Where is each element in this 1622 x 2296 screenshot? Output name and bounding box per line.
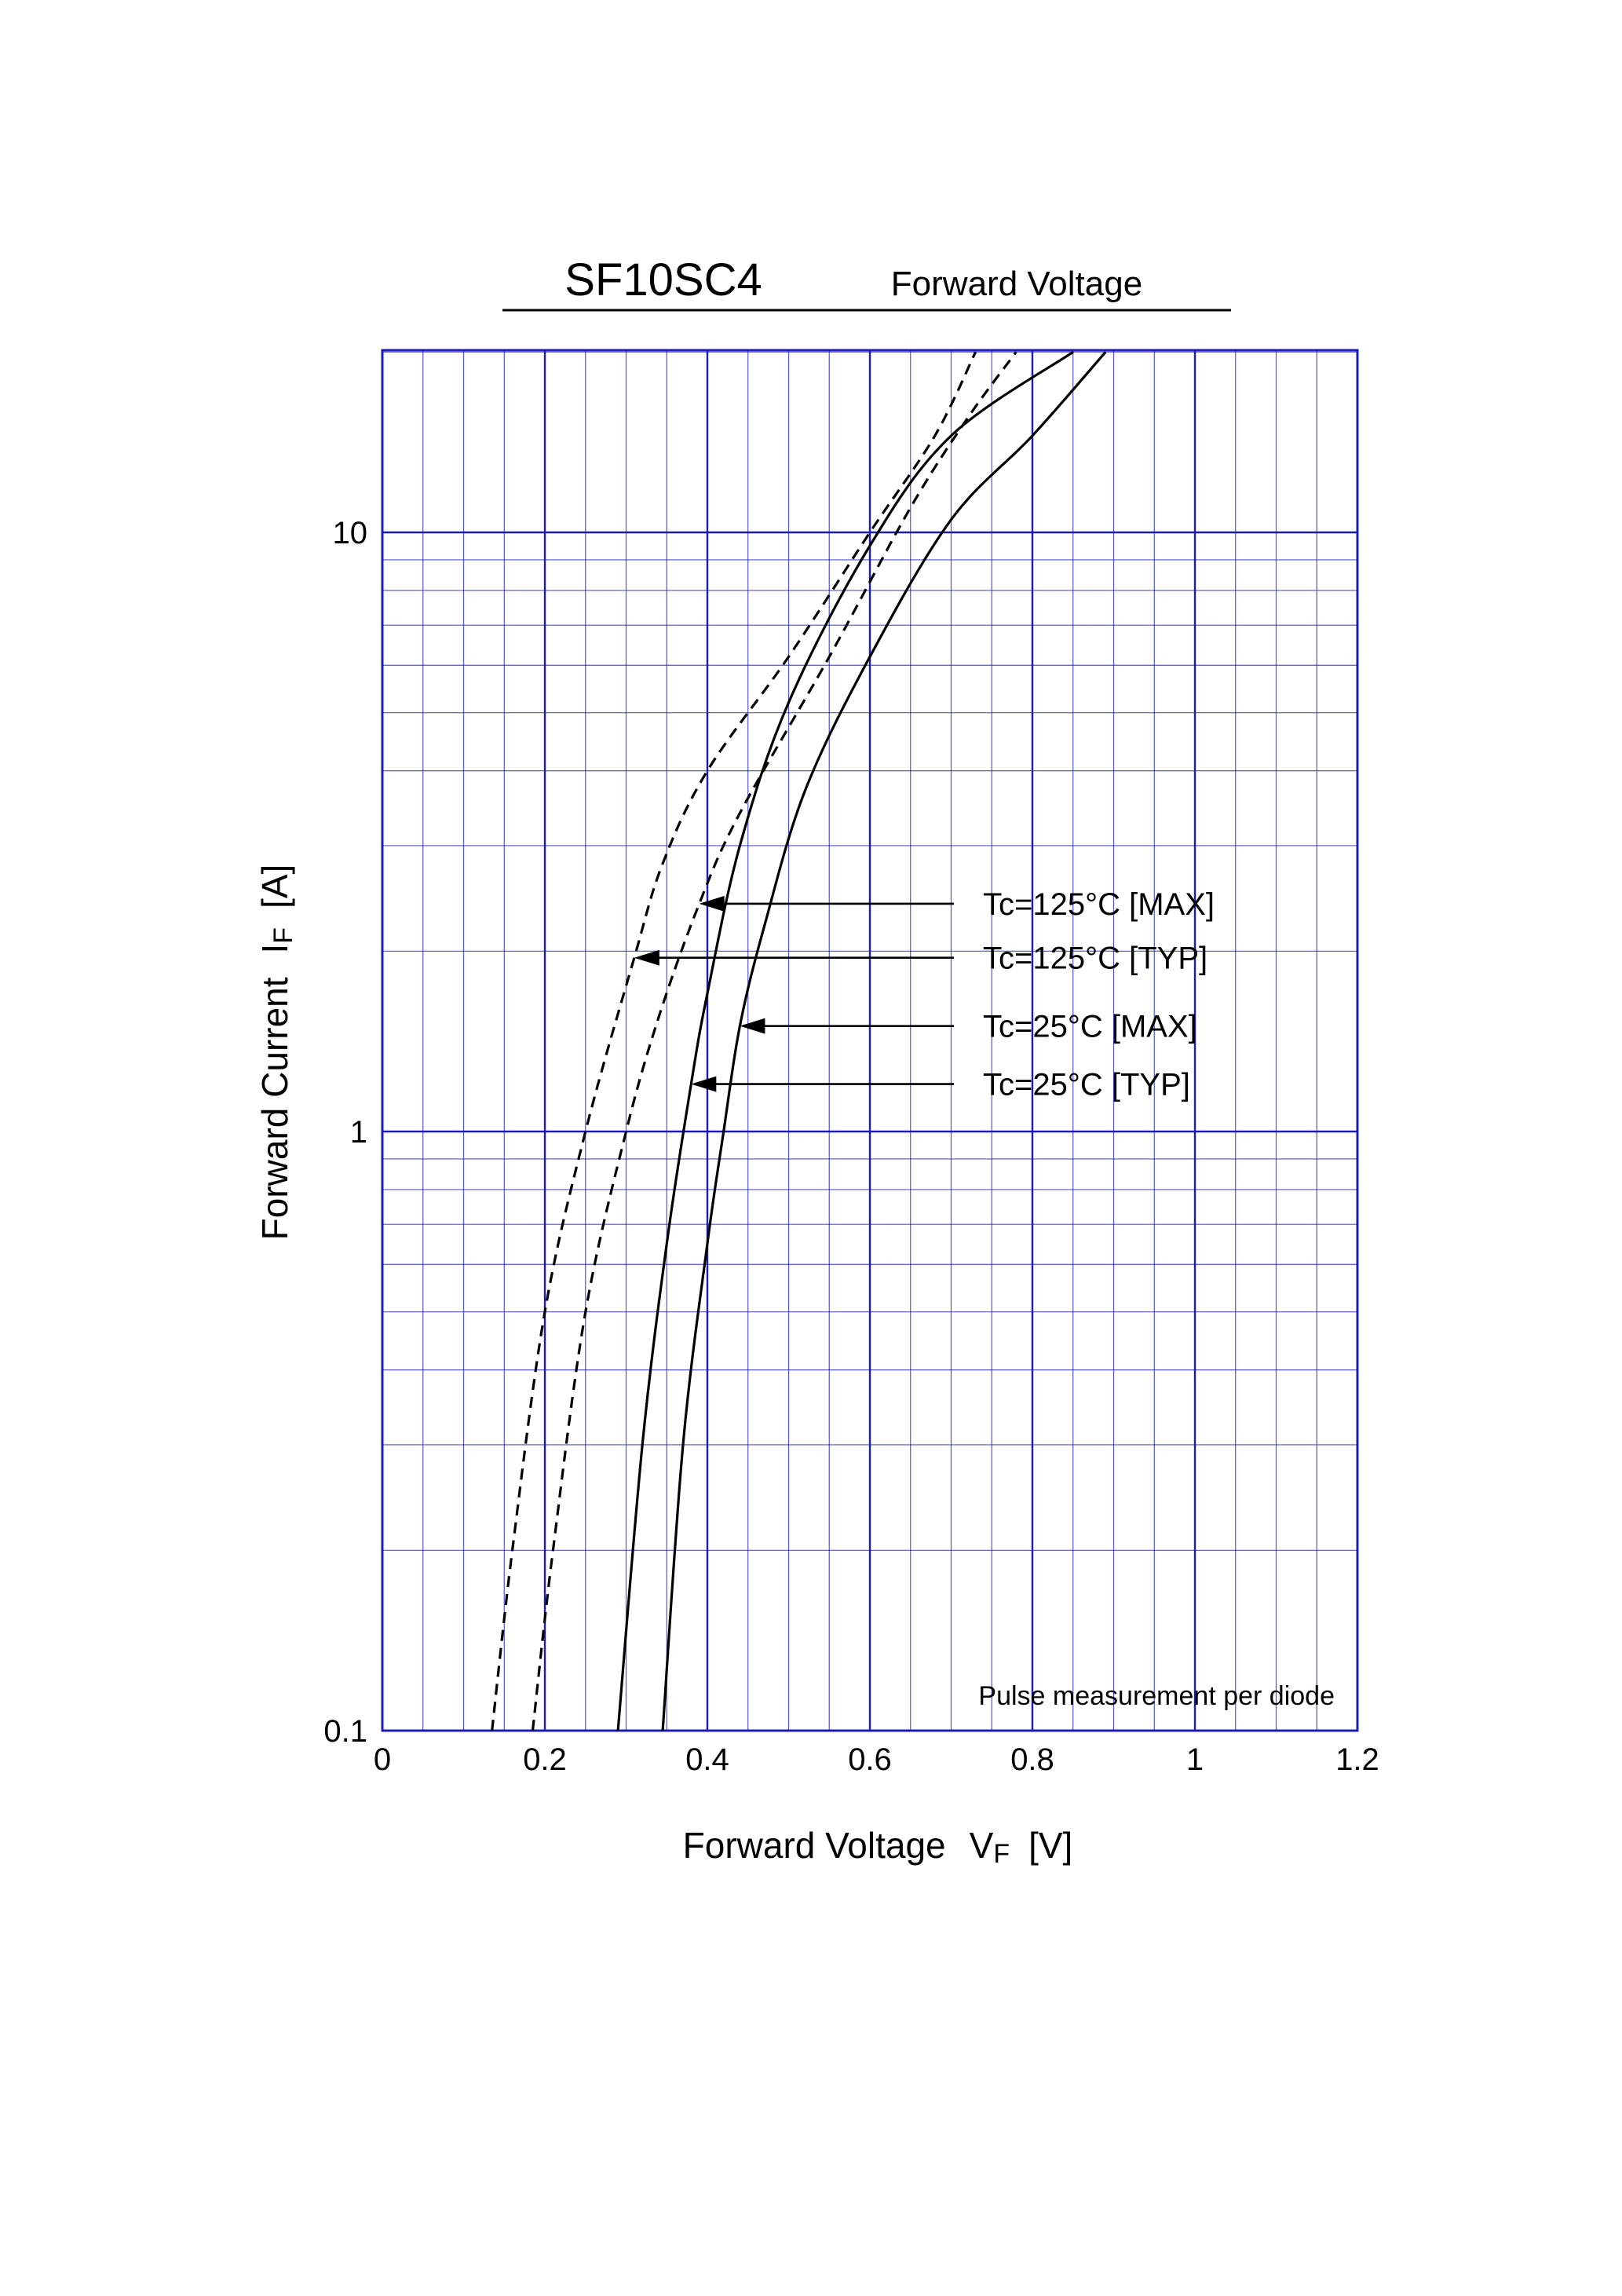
y-axis-label: Forward Current IF [A]	[254, 865, 298, 1241]
grid	[381, 349, 1359, 1732]
x-tick-label: 0.2	[523, 1742, 567, 1777]
x-tick-label: 0.8	[1010, 1742, 1054, 1777]
series-line	[491, 351, 977, 1731]
y-axis-sub: F	[269, 927, 298, 944]
annotation-label: Tc=125°C [MAX]	[983, 887, 1215, 922]
y-axis-title: Forward Current	[254, 977, 295, 1240]
chart-subtitle: Forward Voltage	[891, 265, 1142, 303]
x-tick-label: 0.6	[848, 1742, 892, 1777]
series-line	[531, 351, 1017, 1731]
x-axis-label: Forward Voltage VF [V]	[683, 1825, 1073, 1869]
annotation-label: Tc=125°C [TYP]	[983, 941, 1207, 976]
series-layer	[491, 350, 1107, 1731]
x-axis-unit: [V]	[1028, 1825, 1072, 1866]
x-axis-symbol: V	[970, 1825, 994, 1866]
annotation-label: Tc=25°C [MAX]	[983, 1010, 1197, 1044]
annotation-arrowhead	[699, 895, 725, 912]
chart-title: SF10SC4	[564, 254, 762, 305]
x-tick-label: 1.2	[1335, 1742, 1379, 1777]
series-line	[661, 351, 1107, 1731]
plot-frame	[381, 349, 1359, 1732]
x-tick-label: 1	[1186, 1742, 1204, 1777]
y-tick-label: 0.1	[323, 1714, 367, 1749]
annotation-arrowhead	[740, 1018, 765, 1034]
x-tick-label: 0.4	[685, 1742, 729, 1777]
series-line	[616, 350, 1074, 1731]
x-axis-sub: F	[993, 1839, 1010, 1869]
annotation-arrowhead	[634, 949, 659, 966]
y-axis-unit: [A]	[254, 865, 295, 909]
annotation-arrowhead	[691, 1076, 717, 1092]
pulse-note: Pulse measurement per diode	[978, 1681, 1335, 1711]
x-axis-title: Forward Voltage	[683, 1825, 946, 1866]
y-tick-label: 10	[333, 516, 368, 550]
y-tick-label: 1	[350, 1115, 367, 1150]
annotation-label: Tc=25°C [TYP]	[983, 1068, 1190, 1102]
x-tick-label: 0	[374, 1742, 391, 1777]
tick-labels: 0 0.2 0.4 0.6 0.8 1 1.2 0.1 1 10	[323, 516, 1379, 1777]
annotations: Tc=125°C [MAX] Tc=125°C [TYP] Tc=25°C [MAX…	[634, 887, 1215, 1102]
y-axis-symbol: I	[254, 944, 295, 954]
